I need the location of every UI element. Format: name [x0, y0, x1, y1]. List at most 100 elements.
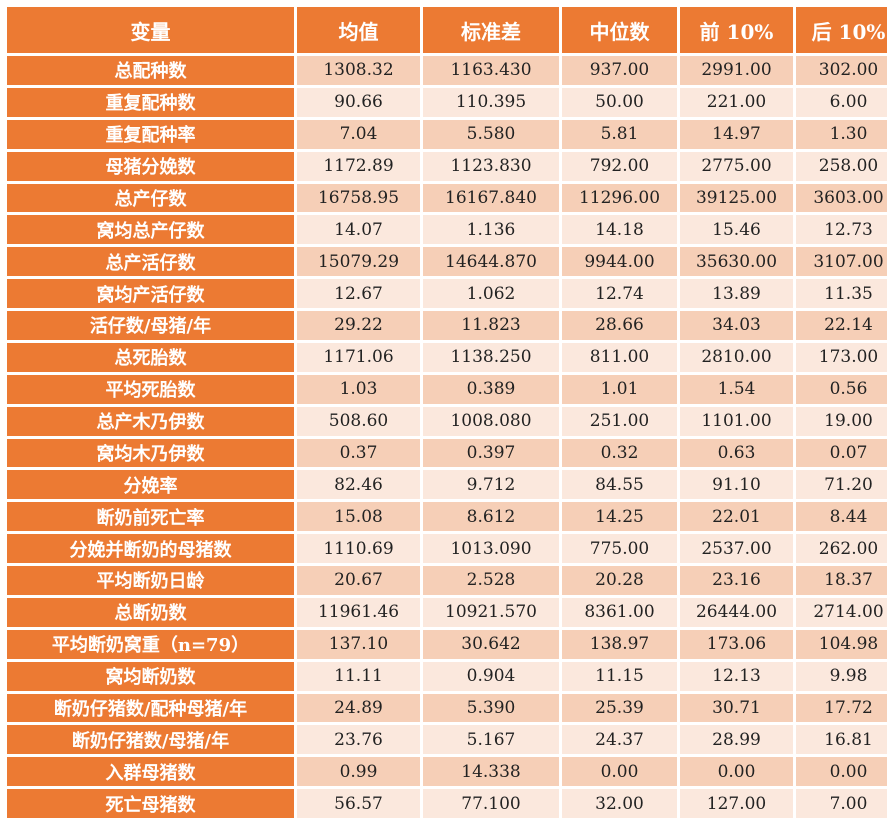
row-label: 重复配种数 [7, 87, 294, 117]
cell-bottom-10: 6.00 [796, 87, 887, 117]
cell-bottom-10: 0.07 [796, 438, 887, 468]
row-label: 平均断奶窝重（n=79） [7, 629, 294, 659]
row-label: 窝均产活仔数 [7, 279, 294, 308]
row-label: 断奶前死亡率 [7, 502, 294, 532]
cell-median: 25.39 [562, 693, 677, 723]
cell-bottom-10: 258.00 [796, 151, 887, 181]
table-row: 总死胎数 1171.06 1138.250 811.00 2810.00 173.00 [7, 342, 887, 372]
table-row: 总产活仔数 15079.29 14644.870 9944.00 35630.00 310… [7, 247, 887, 277]
row-label: 窝均总产仔数 [7, 215, 294, 245]
table-row: 活仔数/母猪/年 29.22 11.823 28.66 34.03 22.14 [7, 311, 887, 340]
table-header: 变量 均值 标准差 中位数前 10% 后 10% [7, 7, 887, 53]
row-label: 重复配种率 [7, 119, 294, 149]
cell-top-10: 28.99 [680, 725, 793, 755]
table-row: 平均死胎数 1.03 0.389 1.01 1.54 0.56 [7, 374, 887, 404]
cell-median: 775.00 [562, 534, 677, 563]
cell-top-10: 1.54 [680, 374, 793, 404]
table-row: 总断奶数 11961.46 10921.570 8361.00 26444.00 2714… [7, 597, 887, 627]
cell-bottom-10: 17.72 [796, 693, 887, 723]
cell-median: 32.00 [562, 789, 677, 818]
cell-median: 20.28 [562, 566, 677, 595]
statistics-table-container: 变量 均值 标准差 中位数前 10% 后 10% 总配种数 1308.32 1163.430… [4, 4, 887, 821]
row-label: 总配种数 [7, 56, 294, 85]
table-row: 分娩并断奶的母猪数 1110.69 1013.090 775.00 2537.00 262… [7, 534, 887, 563]
row-label: 入群母猪数 [7, 757, 294, 787]
header-std-dev: 标准差 [423, 7, 559, 53]
statistics-table: 变量 均值 标准差 中位数前 10% 后 10% 总配种数 1308.32 1163.430… [4, 4, 887, 821]
header-bottom-10: 后 10% [796, 7, 887, 53]
table-row: 分娩率 82.46 9.712 84.55 91.10 71.20 [7, 470, 887, 500]
cell-top-10: 15.46 [680, 215, 793, 245]
table-row: 窝均断奶数 11.11 0.904 11.15 12.13 9.98 [7, 661, 887, 691]
cell-std-dev: 1.136 [423, 215, 559, 245]
cell-bottom-10: 22.14 [796, 311, 887, 340]
header-mean: 均值 [297, 7, 420, 53]
row-label: 分娩率 [7, 470, 294, 500]
row-label: 平均断奶日龄 [7, 566, 294, 595]
table-row: 窝均产活仔数 12.67 1.062 12.74 13.89 11.35 [7, 279, 887, 308]
cell-std-dev: 1.062 [423, 279, 559, 308]
cell-median: 251.00 [562, 406, 677, 436]
cell-mean: 1172.89 [297, 151, 420, 181]
cell-median: 11.15 [562, 661, 677, 691]
cell-bottom-10: 302.00 [796, 56, 887, 85]
table-row: 重复配种数 90.66 110.395 50.00 221.00 6.00 [7, 87, 887, 117]
cell-top-10: 35630.00 [680, 247, 793, 277]
cell-std-dev: 0.397 [423, 438, 559, 468]
cell-bottom-10: 11.35 [796, 279, 887, 308]
cell-bottom-10: 1.30 [796, 119, 887, 149]
cell-bottom-10: 0.00 [796, 757, 887, 787]
table-row: 总配种数 1308.32 1163.430 937.00 2991.00 302.00 [7, 56, 887, 85]
cell-mean: 29.22 [297, 311, 420, 340]
cell-std-dev: 5.167 [423, 725, 559, 755]
cell-bottom-10: 8.44 [796, 502, 887, 532]
row-label: 总产木乃伊数 [7, 406, 294, 436]
cell-median: 792.00 [562, 151, 677, 181]
cell-top-10: 30.71 [680, 693, 793, 723]
table-row: 母猪分娩数 1172.89 1123.830 792.00 2775.00 258.00 [7, 151, 887, 181]
cell-std-dev: 1008.080 [423, 406, 559, 436]
table-row: 断奶仔猪数/母猪/年 23.76 5.167 24.37 28.99 16.81 [7, 725, 887, 755]
cell-std-dev: 14.338 [423, 757, 559, 787]
cell-median: 0.32 [562, 438, 677, 468]
cell-median: 9944.00 [562, 247, 677, 277]
cell-mean: 508.60 [297, 406, 420, 436]
cell-std-dev: 5.390 [423, 693, 559, 723]
cell-median: 0.00 [562, 757, 677, 787]
cell-median: 138.97 [562, 629, 677, 659]
row-label: 母猪分娩数 [7, 151, 294, 181]
cell-std-dev: 1013.090 [423, 534, 559, 563]
cell-mean: 1308.32 [297, 56, 420, 85]
row-label: 断奶仔猪数/配种母猪/年 [7, 693, 294, 723]
cell-std-dev: 0.389 [423, 374, 559, 404]
cell-std-dev: 1163.430 [423, 56, 559, 85]
cell-mean: 12.67 [297, 279, 420, 308]
cell-mean: 15.08 [297, 502, 420, 532]
cell-bottom-10: 173.00 [796, 342, 887, 372]
row-label: 死亡母猪数 [7, 789, 294, 818]
cell-mean: 137.10 [297, 629, 420, 659]
cell-top-10: 34.03 [680, 311, 793, 340]
row-label: 窝均断奶数 [7, 661, 294, 691]
table-row: 重复配种率 7.04 5.580 5.81 14.97 1.30 [7, 119, 887, 149]
cell-mean: 11961.46 [297, 597, 420, 627]
cell-bottom-10: 7.00 [796, 789, 887, 818]
cell-top-10: 14.97 [680, 119, 793, 149]
cell-std-dev: 16167.840 [423, 183, 559, 213]
cell-std-dev: 8.612 [423, 502, 559, 532]
cell-top-10: 2537.00 [680, 534, 793, 563]
cell-bottom-10: 19.00 [796, 406, 887, 436]
cell-median: 1.01 [562, 374, 677, 404]
cell-top-10: 91.10 [680, 470, 793, 500]
cell-mean: 0.37 [297, 438, 420, 468]
cell-top-10: 0.63 [680, 438, 793, 468]
cell-std-dev: 10921.570 [423, 597, 559, 627]
cell-bottom-10: 3107.00 [796, 247, 887, 277]
cell-top-10: 0.00 [680, 757, 793, 787]
cell-std-dev: 5.580 [423, 119, 559, 149]
cell-mean: 24.89 [297, 693, 420, 723]
table-row: 窝均木乃伊数 0.37 0.397 0.32 0.63 0.07 [7, 438, 887, 468]
cell-median: 5.81 [562, 119, 677, 149]
cell-top-10: 221.00 [680, 87, 793, 117]
cell-median: 8361.00 [562, 597, 677, 627]
